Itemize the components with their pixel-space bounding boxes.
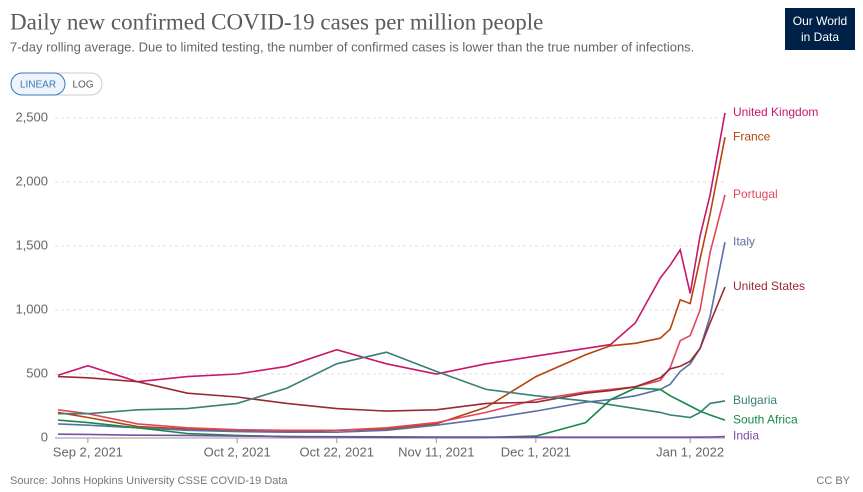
linear-button[interactable] — [10, 72, 66, 96]
x-tick-label: Dec 1, 2021 — [501, 444, 571, 459]
series-line — [58, 351, 726, 419]
x-tick-label: Sep 2, 2021 — [53, 444, 123, 459]
legend-label: Bulgaria — [733, 393, 777, 407]
y-tick-label: 1,500 — [15, 237, 48, 252]
legend-label: United States — [733, 279, 805, 293]
legend-label: South Africa — [733, 412, 798, 426]
subtitle: 7-day rolling average. Due to limited te… — [10, 39, 694, 54]
legend-label: India — [733, 429, 759, 443]
series-line — [57, 112, 726, 383]
legend-label: Italy — [733, 234, 755, 248]
series-line — [57, 242, 726, 433]
x-tick-label: Jan 1, 2022 — [656, 444, 724, 459]
license: CC BY — [816, 475, 850, 487]
legend-label: Portugal — [733, 187, 778, 201]
legend-label: United Kingdom — [733, 105, 818, 119]
logo-box[interactable] — [785, 8, 855, 50]
y-tick-label: 2,000 — [15, 173, 48, 188]
source: Source: Johns Hopkins University CSSE CO… — [10, 475, 288, 487]
series-line — [57, 137, 726, 433]
series-line — [57, 286, 726, 412]
legend-label: France — [733, 129, 771, 143]
y-tick-label: 2,500 — [15, 109, 48, 124]
series-line — [57, 194, 726, 432]
logo-text: in Data — [801, 30, 839, 44]
series-line — [57, 387, 726, 439]
y-tick-label: 1,000 — [15, 301, 48, 316]
x-tick-label: Oct 2, 2021 — [204, 444, 271, 459]
y-tick-label: 0 — [41, 429, 48, 444]
y-tick-label: 500 — [26, 365, 48, 380]
linear-label: LINEAR — [20, 80, 56, 91]
logo-text: Our World — [793, 14, 847, 28]
x-tick-label: Oct 22, 2021 — [300, 444, 374, 459]
log-label: LOG — [72, 80, 93, 91]
series-line — [57, 433, 726, 438]
chart-title: Daily new confirmed COVID-19 cases per m… — [10, 9, 543, 34]
x-tick-label: Nov 11, 2021 — [398, 444, 474, 459]
